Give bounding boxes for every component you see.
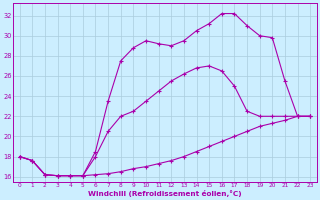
- X-axis label: Windchill (Refroidissement éolien,°C): Windchill (Refroidissement éolien,°C): [88, 190, 242, 197]
